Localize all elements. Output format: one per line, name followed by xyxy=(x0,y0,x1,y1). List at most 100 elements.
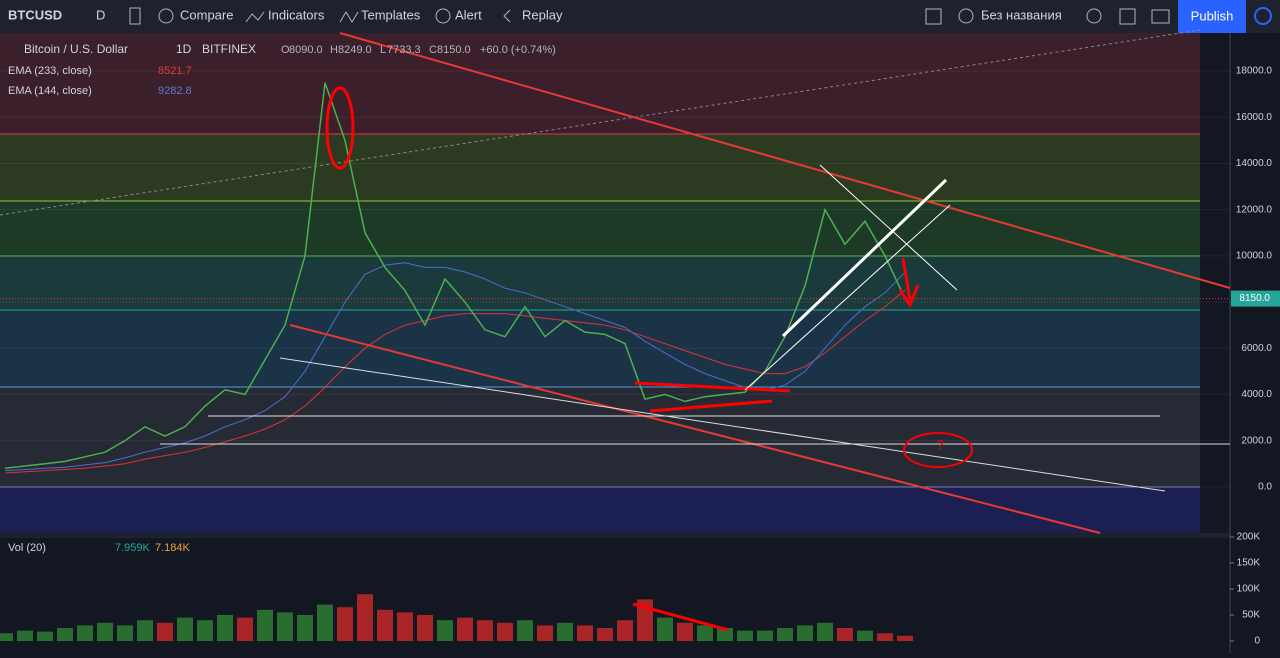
vol-label[interactable]: Vol (20) xyxy=(8,542,46,554)
ema1-label[interactable]: EMA (233, close) xyxy=(8,65,92,77)
indicators[interactable]: Indicators xyxy=(268,7,325,22)
play-button[interactable] xyxy=(1254,7,1272,25)
zone xyxy=(0,387,1200,487)
legend-exchange: BITFINEX xyxy=(202,42,256,56)
volume-bar xyxy=(137,620,153,641)
volume-bar xyxy=(417,615,433,641)
legend-resolution: 1D xyxy=(176,42,192,56)
channel-top xyxy=(339,32,1231,289)
volume-bar xyxy=(297,615,313,641)
legend: Bitcoin / U.S. Dollar 1D BITFINEX O 8090… xyxy=(8,42,556,554)
volume-bar xyxy=(797,625,813,641)
white-line xyxy=(781,178,948,338)
maximize[interactable] xyxy=(1119,8,1136,25)
volume-bar xyxy=(237,617,253,641)
replay[interactable]: Replay xyxy=(522,7,563,22)
legend-c: C xyxy=(429,44,437,56)
price-line xyxy=(4,82,906,470)
red-line xyxy=(634,381,791,393)
templates[interactable]: Templates xyxy=(361,7,421,22)
legend-change: +60.0 (+0.74%) xyxy=(480,44,556,56)
volume-bar xyxy=(357,594,373,641)
volume-bar xyxy=(337,607,353,641)
volume-bar xyxy=(257,609,273,641)
ema2-label[interactable]: EMA (144, close) xyxy=(8,85,92,97)
zone xyxy=(0,487,1200,533)
volume-bar xyxy=(897,635,913,641)
compare-icon xyxy=(158,8,174,24)
layout-name[interactable]: Без названия xyxy=(981,7,1062,22)
ema2-value: 9282.8 xyxy=(158,85,192,97)
publish-button[interactable] xyxy=(1178,0,1246,33)
compare[interactable]: Compare xyxy=(180,7,233,22)
volume-bar xyxy=(397,612,413,641)
zone xyxy=(0,256,1200,310)
red-arrow xyxy=(898,257,920,309)
interval[interactable]: D xyxy=(96,7,105,22)
legend-title: Bitcoin / U.S. Dollar xyxy=(24,42,128,56)
y-tick-label: 6000.0 xyxy=(1241,343,1272,354)
zone xyxy=(0,201,1200,256)
volume-bar xyxy=(57,628,73,641)
volume-bar xyxy=(217,615,233,641)
vol-ma-value: 7.184K xyxy=(155,542,191,554)
y-tick-label: 14000.0 xyxy=(1236,158,1273,169)
snapshot[interactable] xyxy=(1151,9,1170,24)
last-price-label: 8150.0 xyxy=(1239,293,1270,304)
indicators-icon xyxy=(245,11,265,23)
white-line xyxy=(744,204,951,391)
toolbar xyxy=(0,0,1280,33)
ema-233 xyxy=(4,289,906,474)
channel-bottom xyxy=(289,324,1101,534)
replay-icon xyxy=(503,9,511,23)
y-tick-label: 0.0 xyxy=(1258,481,1272,492)
cloud-icon xyxy=(958,8,974,24)
volume-bar xyxy=(837,628,853,641)
vol-value: 7.959K xyxy=(115,542,151,554)
volume-bar xyxy=(717,628,733,641)
volume-bar xyxy=(37,631,53,641)
fullscreen-toggle[interactable] xyxy=(925,8,942,25)
publish-label[interactable]: Publish xyxy=(1191,8,1234,23)
volume-bar xyxy=(457,617,473,641)
bar-style-icon[interactable] xyxy=(129,7,141,25)
y-tick-label: 18000.0 xyxy=(1236,66,1273,77)
circle-mark xyxy=(325,86,355,170)
volume-bar xyxy=(657,617,673,641)
volume-bar xyxy=(277,612,293,641)
trend-line xyxy=(279,357,1166,492)
zone xyxy=(0,33,1200,134)
volume-bar xyxy=(0,633,13,641)
y-tick-label: 16000.0 xyxy=(1236,112,1273,123)
alert[interactable]: Alert xyxy=(455,7,482,22)
volume-bar xyxy=(737,630,753,641)
volume-bar xyxy=(857,630,873,641)
legend-l-value: 7733.3 xyxy=(387,44,421,56)
legend-l: L xyxy=(380,44,386,56)
white-line xyxy=(819,164,958,291)
symbol[interactable]: BTCUSD xyxy=(8,7,62,22)
volume-bar xyxy=(537,625,553,641)
legend-o: O xyxy=(281,44,290,56)
v-tick-label: 150K xyxy=(1237,558,1261,569)
volume-bar xyxy=(617,620,633,641)
v-tick-label: 0 xyxy=(1254,636,1260,647)
volume-bar xyxy=(777,628,793,641)
y-tick-label: 10000.0 xyxy=(1236,251,1273,262)
settings[interactable] xyxy=(1086,8,1102,24)
volume-bar xyxy=(97,622,113,641)
volume-bar xyxy=(177,617,193,641)
zone xyxy=(0,134,1200,201)
volume-bar xyxy=(17,630,33,641)
volume-bar xyxy=(77,625,93,641)
v-tick-label: 50K xyxy=(1242,610,1260,621)
volume-bar xyxy=(317,604,333,641)
volume-bar xyxy=(577,625,593,641)
volume-bar xyxy=(597,628,613,641)
volume-bar xyxy=(157,622,173,641)
ema1-value: 8521.7 xyxy=(158,65,192,77)
volume-bar xyxy=(557,622,573,641)
question-mark: ? xyxy=(936,437,944,453)
dashed-trend xyxy=(0,29,1201,216)
legend-c-value: 8150.0 xyxy=(437,44,471,56)
